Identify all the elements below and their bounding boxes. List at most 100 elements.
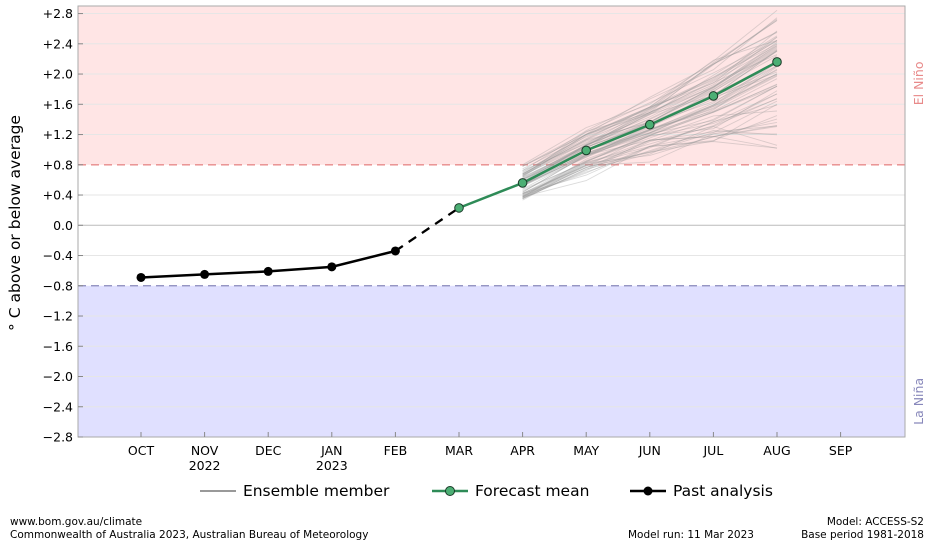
ensemble-member-line xyxy=(522,133,777,197)
ensemble-member-line xyxy=(522,85,778,192)
ensemble-member-line xyxy=(522,141,778,197)
y-axis-label: ° C above or below average xyxy=(6,115,24,331)
legend-ensemble: Ensemble member xyxy=(198,482,389,500)
legend-ensemble-label: Ensemble member xyxy=(242,482,390,500)
forecast-mean-point xyxy=(517,178,528,188)
ensemble-member-line xyxy=(522,115,778,198)
threshold-lines xyxy=(78,164,905,287)
ensemble-member-line xyxy=(522,41,778,175)
past-analysis-point xyxy=(327,262,337,272)
forecast-mean-point xyxy=(772,57,782,67)
x-tick-year: 2022 xyxy=(189,458,221,473)
past-analysis-point xyxy=(390,246,400,256)
x-tick-label: JAN xyxy=(320,443,342,458)
forecast-mean-line xyxy=(458,60,778,210)
ensemble-member-line xyxy=(522,130,778,196)
data-series xyxy=(136,57,782,282)
footer-url: www.bom.gov.au/climate xyxy=(10,516,143,528)
ensemble-member-line xyxy=(522,110,778,196)
legend-forecast-label: Forecast mean xyxy=(474,482,590,500)
y-tick-label: +2.8 xyxy=(43,6,73,21)
past-marker-icon xyxy=(630,486,666,495)
legend-forecast: Forecast mean xyxy=(430,482,589,500)
x-tick-label: SEP xyxy=(829,443,853,458)
y-tick-label: +1.6 xyxy=(43,97,73,112)
ensemble-member-line xyxy=(522,40,778,178)
ensemble-member-line xyxy=(522,98,778,198)
past-analysis-point xyxy=(200,269,210,279)
ensemble-member-line xyxy=(522,20,778,176)
y-axis-ticks: +2.8 +2.4 +2.0 +1.6 +1.2 +0.8 +0.4 0.0 −0.4 −0.8 −… xyxy=(43,6,83,445)
y-tick-label: −1.2 xyxy=(43,309,73,324)
ensemble-member-line xyxy=(522,17,778,171)
ensemble-member-line xyxy=(522,49,778,184)
ensemble-member-line xyxy=(522,43,778,179)
legend-past: Past analysis xyxy=(628,482,773,500)
x-tick-label: MAR xyxy=(445,443,473,458)
ensemble-member-line xyxy=(522,118,778,198)
x-tick-label: JUN xyxy=(638,443,661,458)
ensemble-member-line xyxy=(522,93,778,190)
x-tick-label: DEC xyxy=(255,443,282,458)
ensemble-member-line xyxy=(522,61,778,187)
footer-model-run: Model run: 11 Mar 2023 xyxy=(628,529,754,541)
y-tick-label: −2.8 xyxy=(43,430,73,445)
ensemble-member-line xyxy=(522,46,778,177)
threshold-labels: El Niño La Niña xyxy=(911,62,926,425)
ensemble-member-line xyxy=(522,100,778,199)
ensemble-member-line xyxy=(522,121,778,201)
ensemble-member-line xyxy=(522,43,778,177)
forecast-mean-point xyxy=(645,119,655,130)
ensemble-member-line xyxy=(522,104,778,196)
forecast-mean-point xyxy=(581,145,592,156)
past-analysis-point xyxy=(263,266,273,276)
ensemble-member-line xyxy=(522,73,778,186)
ensemble-member-line xyxy=(522,124,778,200)
footer-left: www.bom.gov.au/climate Commonwealth of A… xyxy=(10,516,368,542)
y-tick-label: −2.0 xyxy=(43,369,73,384)
ensemble-member-line xyxy=(522,126,778,199)
x-tick-label: JUL xyxy=(702,443,723,458)
ensemble-member-line xyxy=(522,36,778,171)
la-nina-band xyxy=(78,285,905,437)
x-tick-label: OCT xyxy=(128,443,155,458)
ensemble-member-line xyxy=(522,85,778,193)
x-tick-label: FEB xyxy=(384,443,408,458)
ensemble-member-line xyxy=(522,90,778,195)
x-tick-year: 2023 xyxy=(316,458,348,473)
forecast-mean-point xyxy=(708,91,719,101)
y-tick-label: −1.6 xyxy=(43,339,73,354)
ensemble-member-line xyxy=(522,103,778,194)
ensemble-member-line xyxy=(522,45,778,181)
x-tick-label: AUG xyxy=(763,443,790,458)
ensemble-member-line xyxy=(522,126,778,200)
ensemble-member-line xyxy=(522,40,778,167)
past-analysis-point xyxy=(136,272,146,282)
x-tick-label: NOV xyxy=(191,443,219,458)
footer-right: Model: ACCESS-S2 Base period 1981-2018 xyxy=(801,516,924,542)
ensemble-member-line xyxy=(522,36,778,175)
ensemble-member-line xyxy=(522,125,778,195)
x-tick-label: APR xyxy=(510,443,535,458)
ensemble-member-line xyxy=(522,83,778,186)
y-tick-label: +2.4 xyxy=(43,36,73,51)
y-tick-label: +0.4 xyxy=(43,188,73,203)
el-nino-label: El Niño xyxy=(911,62,926,106)
y-tick-label: −0.4 xyxy=(43,248,73,263)
ensemble-member-line xyxy=(522,135,778,198)
forecast-mean-point xyxy=(454,203,464,213)
ensemble-member-line xyxy=(522,84,778,195)
ensemble-member-line xyxy=(522,45,778,182)
la-nina-label: La Niña xyxy=(911,378,926,425)
ensemble-member-line xyxy=(522,68,778,183)
footer-base-period: Base period 1981-2018 xyxy=(801,529,924,541)
ensemble-member-line xyxy=(522,66,778,187)
y-tick-label: −2.4 xyxy=(43,399,73,414)
forecast-marker-icon xyxy=(432,485,468,496)
plot-frame xyxy=(77,5,906,438)
ensemble-member-line xyxy=(522,35,778,185)
ensemble-member-line xyxy=(522,30,778,175)
ensemble-member-line xyxy=(522,73,778,185)
